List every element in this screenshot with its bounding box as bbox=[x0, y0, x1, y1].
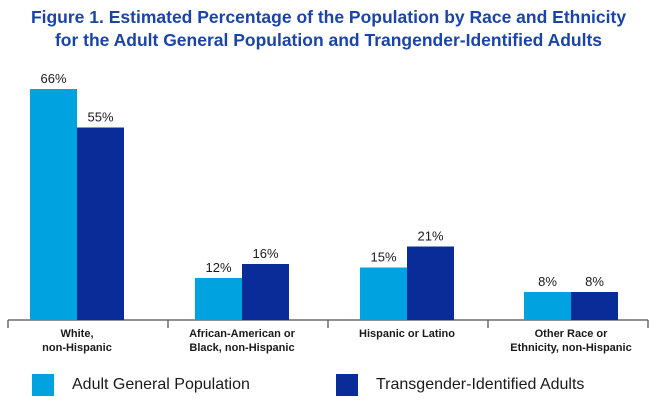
legend-label-adult-general: Adult General Population bbox=[72, 376, 250, 393]
bar-value-label: 16% bbox=[252, 246, 278, 261]
bar-value-label: 12% bbox=[205, 260, 231, 275]
data-labels: 66% 55% 12% 16% 15% 21% 8% 8% bbox=[40, 71, 604, 289]
bar-value-label: 55% bbox=[87, 110, 113, 125]
bar-transgender-3 bbox=[571, 292, 618, 320]
legend-item-adult-general: Adult General Population bbox=[32, 372, 250, 398]
bar-value-label: 21% bbox=[417, 229, 443, 244]
legend-swatch-adult-general bbox=[32, 374, 54, 396]
bar-value-label: 8% bbox=[585, 274, 604, 289]
category-label: Hispanic or Latino bbox=[359, 328, 455, 340]
category-label: African-American or Black, non-Hispanic bbox=[189, 328, 295, 354]
legend-item-transgender: Transgender-Identified Adults bbox=[336, 372, 584, 398]
bar-value-label: 66% bbox=[40, 71, 66, 86]
bar-adult-general-0 bbox=[30, 89, 77, 320]
bar-transgender-0 bbox=[77, 127, 124, 320]
bar-transgender-1 bbox=[242, 264, 289, 320]
category-label: Other Race or Ethnicity, non-Hispanic bbox=[510, 328, 631, 354]
bar-transgender-2 bbox=[407, 246, 454, 320]
bar-value-label: 8% bbox=[538, 274, 557, 289]
chart-title-line-2: for the Adult General Population and Tra… bbox=[54, 30, 603, 50]
bars bbox=[30, 89, 618, 320]
legend-swatch-transgender bbox=[336, 374, 358, 396]
category-labels: White, non-Hispanic African-American or Bla… bbox=[42, 328, 632, 354]
bar-adult-general-3 bbox=[524, 292, 571, 320]
category-label: White, non-Hispanic bbox=[42, 328, 112, 354]
bar-adult-general-2 bbox=[360, 267, 407, 320]
bar-value-label: 15% bbox=[370, 250, 396, 265]
chart-title-line-1: Figure 1. Estimated Percentage of the Po… bbox=[30, 7, 627, 27]
bar-adult-general-1 bbox=[195, 278, 242, 320]
x-axis bbox=[7, 319, 649, 328]
chart-title: Figure 1. Estimated Percentage of the Po… bbox=[0, 6, 657, 52]
legend-label-transgender: Transgender-Identified Adults bbox=[376, 376, 585, 393]
